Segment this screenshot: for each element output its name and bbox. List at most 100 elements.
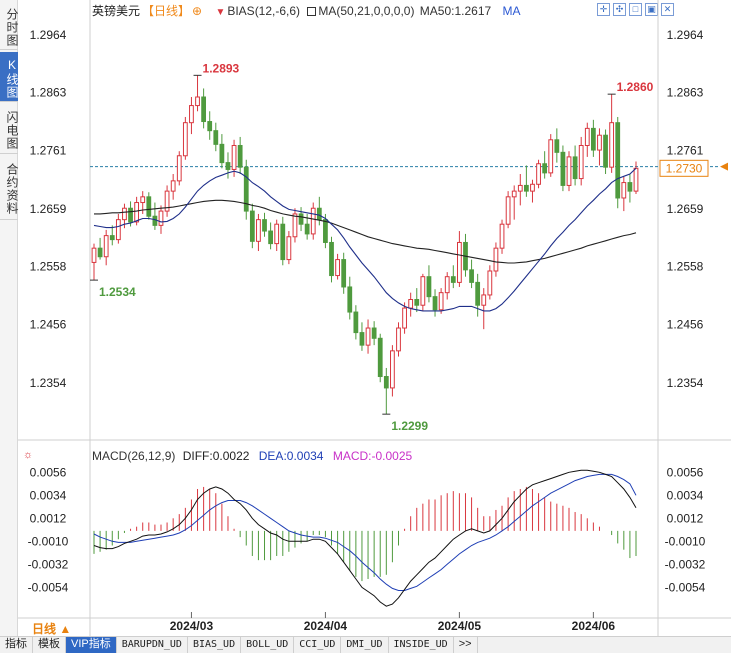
candle-body [603, 134, 608, 168]
expand-icon[interactable]: ✛ [597, 3, 610, 16]
period-badge[interactable]: 日线 ▲ [32, 622, 72, 636]
ma21-line [93, 167, 637, 312]
macd-dea-value: DEA:0.0034 [258, 449, 324, 463]
price-tick-right: 1.2659 [667, 202, 704, 216]
bottom-tab-1[interactable]: 模板 [33, 637, 66, 653]
bottom-tab-3[interactable]: BARUPDN_UD [117, 637, 188, 653]
candle-body [316, 207, 322, 221]
macd-tick-left: 0.0056 [30, 465, 67, 479]
candle-body [457, 241, 462, 283]
bottom-tab-7[interactable]: DMI_UD [341, 637, 389, 653]
candle-body [122, 207, 127, 221]
candle-body [128, 207, 133, 223]
macd-tick-left: -0.0010 [28, 534, 69, 548]
bottom-tab-8[interactable]: INSIDE_UD [389, 637, 454, 653]
candle-body [164, 190, 170, 212]
indicator-settings-icon[interactable]: ☼ [23, 449, 34, 461]
bottom-tab-0[interactable]: 指标 [0, 637, 33, 653]
candle-body [189, 105, 194, 124]
candle-body [566, 156, 572, 186]
candle-body [383, 376, 389, 389]
macd-diff-value: DIFF:0.0022 [182, 449, 250, 463]
candle-body [262, 219, 267, 232]
candle-body [152, 215, 158, 226]
candle-body [578, 144, 584, 180]
candle-body [274, 223, 280, 245]
candle-body [335, 259, 340, 277]
candle-body [347, 286, 353, 313]
candle-body [201, 96, 207, 123]
candle-body [615, 122, 621, 199]
price-arrow-icon [720, 162, 728, 171]
candle-body [584, 127, 590, 146]
ma50-value: MA50:1.2617 [419, 4, 492, 18]
bottom-tab-5[interactable]: BOLL_UD [241, 637, 295, 653]
extreme-label: 1.2299 [391, 419, 428, 433]
macd-header: MACD(26,12,9) DIFF:0.0022 DEA:0.0034 MAC… [92, 449, 412, 463]
candle-body [536, 163, 541, 185]
candle-body [280, 223, 286, 261]
settings-icon[interactable]: ⊕ [192, 4, 203, 18]
candle-body [103, 235, 109, 258]
shrink-icon[interactable]: ✣ [613, 3, 626, 16]
candle-body [329, 241, 334, 277]
extreme-label: 1.2860 [617, 80, 654, 94]
price-tick-left: 1.2659 [30, 202, 67, 216]
macd-tick-right: -0.0010 [665, 534, 706, 548]
candle-body [408, 299, 414, 309]
candle-body [523, 184, 529, 192]
price-tick-right: 1.2964 [667, 28, 704, 42]
bottom-tab-6[interactable]: CCI_UD [294, 637, 342, 653]
price-tick-left: 1.2863 [30, 85, 67, 99]
ma-link[interactable]: MA [502, 4, 521, 18]
period-label[interactable]: 【日线】 [142, 4, 191, 18]
bottom-tab-2[interactable]: VIP指标 [66, 637, 117, 653]
time-tick-label: 2024/04 [304, 619, 348, 633]
candle-body [377, 337, 383, 378]
candle-body [237, 144, 243, 168]
candle-body [182, 122, 188, 157]
candle-body [572, 156, 578, 180]
candle-body [146, 196, 152, 217]
ma-label[interactable]: MA(50,21,0,0,0,0) [318, 4, 415, 18]
time-tick-label: 2024/05 [438, 619, 482, 633]
candle-body [444, 276, 450, 294]
candle-body [323, 219, 328, 243]
candle-body [91, 247, 97, 263]
candle-body [590, 127, 596, 151]
candle-body [426, 276, 432, 298]
time-tick-label: 2024/03 [170, 619, 214, 633]
tab-1[interactable]: K线图 [0, 52, 19, 102]
candle-body [158, 210, 164, 226]
ma50-line [94, 199, 637, 264]
candle-body [207, 121, 213, 132]
bias-label[interactable]: BIAS(12,-6,6) [227, 4, 301, 18]
price-tick-right: 1.2456 [667, 318, 704, 332]
price-tick-left: 1.2964 [30, 28, 67, 42]
chart-header: 英镑美元 【日线】 ⊕ ▼ BIAS(12,-6,6) MA(50,21,0,0,0,… [92, 2, 523, 18]
ma-toggle-icon[interactable] [307, 7, 317, 16]
macd-tick-left: 0.0012 [30, 511, 67, 525]
current-price-box [659, 159, 709, 177]
macd-title[interactable]: MACD(26,12,9) [92, 449, 176, 463]
macd-tick-right: -0.0032 [665, 557, 706, 571]
candle-body [499, 223, 505, 249]
window-icon[interactable]: □ [629, 3, 642, 16]
candle-body [371, 327, 377, 339]
tab-3[interactable]: 合约资料 [0, 156, 19, 220]
candle-body [310, 207, 316, 235]
chart-canvas[interactable]: 1.2964 1.2964 1.2863 1.2863 1.2761 1.2761 1.26… [0, 0, 731, 636]
candle-body [597, 134, 602, 151]
candle-body [621, 182, 627, 199]
tab-2[interactable]: 闪电图 [0, 104, 19, 154]
close-icon[interactable]: ✕ [661, 3, 674, 16]
macd-tick-left: -0.0054 [28, 580, 69, 594]
tab-0[interactable]: 分时图 [0, 2, 19, 50]
candle-body [420, 276, 426, 306]
candle-body [249, 210, 255, 242]
candle-body [554, 139, 560, 153]
bottom-tab-9[interactable]: >> [454, 637, 478, 653]
candle-body [176, 155, 182, 182]
candle-body [432, 296, 438, 311]
bottom-tab-4[interactable]: BIAS_UD [188, 637, 242, 653]
